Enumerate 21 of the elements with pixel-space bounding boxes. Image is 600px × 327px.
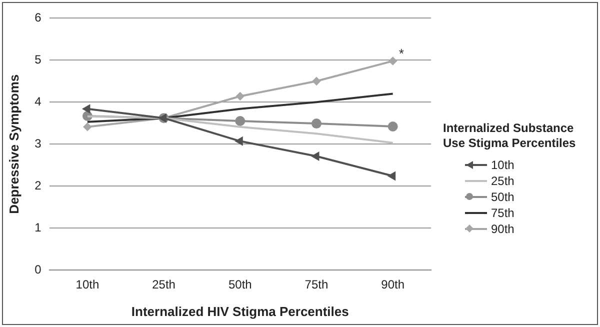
y-tick-label: 1 (34, 220, 42, 234)
x-tick-label: 10th (76, 278, 100, 292)
x-tick-label: 50th (228, 278, 252, 292)
annotation: * (398, 46, 404, 61)
y-tick-label: 0 (34, 262, 42, 276)
y-tick-label: 3 (34, 136, 42, 150)
y-axis-title: Depressive Symptoms (6, 74, 22, 214)
y-tick-label: 6 (34, 10, 42, 25)
x-tick-label: 75th (304, 278, 328, 292)
legend-title: Internalized Substance Use Stigma Percentiles (443, 121, 577, 151)
x-tick-label: 25th (152, 278, 176, 292)
y-tick-label: 4 (34, 94, 42, 108)
legend-label: 25th (491, 174, 514, 188)
y-tick-label: 2 (34, 178, 42, 192)
x-axis-title: Internalized HIV Stigma Percentiles (131, 304, 349, 319)
y-tick-label: 5 (34, 52, 42, 66)
legend-label: 10th (491, 158, 514, 172)
x-tick-label: 90th (381, 278, 405, 292)
legend-label: 50th (491, 190, 514, 204)
legend-label: 90th (491, 222, 514, 236)
legend-label: 75th (491, 206, 514, 220)
